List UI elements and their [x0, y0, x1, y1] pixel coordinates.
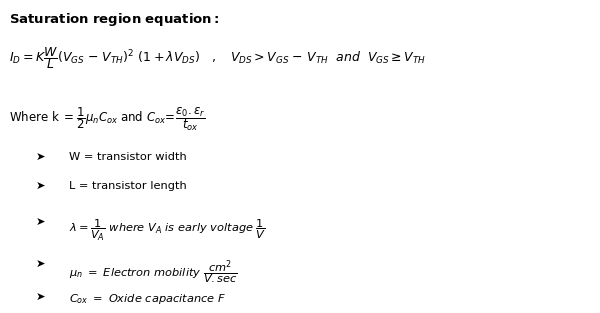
- Text: W = transistor width: W = transistor width: [69, 152, 187, 162]
- Text: $I_D = K\dfrac{W}{L}(V_{GS}\ \mathit{-}\ V_{TH})^2\ (1 + \lambda V_{DS})$$\quad,: $I_D = K\dfrac{W}{L}(V_{GS}\ \mathit{-}\…: [9, 45, 426, 71]
- Text: $\mathbf{Saturation\ region\ equation:}$: $\mathbf{Saturation\ region\ equation:}$: [9, 11, 220, 28]
- Text: ➤: ➤: [36, 152, 46, 162]
- Text: ➤: ➤: [36, 259, 46, 269]
- Text: L = transistor length: L = transistor length: [69, 181, 187, 191]
- Text: $\lambda = \dfrac{1}{V_A}$ $\mathit{where}\ V_A$ $\mathit{is\ early\ voltage}$ $: $\lambda = \dfrac{1}{V_A}$ $\mathit{wher…: [69, 217, 266, 243]
- Text: $\mu_n$ $=$ $\mathit{Electron\ mobility}$ $\dfrac{cm^2}{V.sec}$: $\mu_n$ $=$ $\mathit{Electron\ mobility}…: [69, 259, 238, 287]
- Text: Where k $=\dfrac{1}{2}\mu_n C_{ox}$ and $C_{ox}\!=\!\dfrac{\varepsilon_0.\vareps: Where k $=\dfrac{1}{2}\mu_n C_{ox}$ and …: [9, 105, 205, 133]
- Text: ➤: ➤: [36, 292, 46, 302]
- Text: ➤: ➤: [36, 181, 46, 191]
- Text: $C_{ox}$ $=$ $\mathit{Oxide\ capacitance\ F}$: $C_{ox}$ $=$ $\mathit{Oxide\ capacitance…: [69, 292, 226, 306]
- Text: ➤: ➤: [36, 217, 46, 227]
